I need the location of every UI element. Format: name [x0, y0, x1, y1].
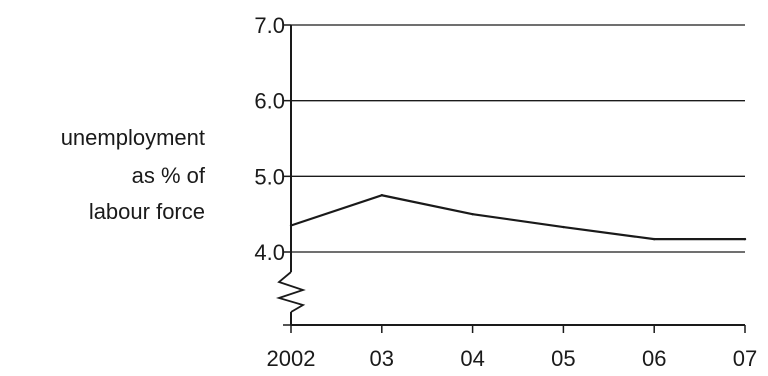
- y-axis-break-zigzag: [275, 271, 306, 313]
- y-tick-label-1: 5.0: [254, 164, 285, 189]
- y-axis-label-line-3: labour force: [89, 199, 205, 224]
- x-tick-label-0: 2002: [267, 346, 316, 371]
- y-tick-label-0: 4.0: [254, 240, 285, 265]
- y-axis-label-line-1: unemployment: [61, 125, 205, 150]
- x-tick-label-5: 07: [733, 346, 757, 371]
- series-line-0: [290, 194, 745, 241]
- x-tick-label-2: 04: [460, 346, 484, 371]
- x-tick-labels: 2002 03 04 05 06 07: [267, 346, 758, 371]
- data-point-0-4: [653, 237, 656, 241]
- x-tick-label-1: 03: [370, 346, 394, 371]
- y-tick-label-3: 7.0: [254, 13, 285, 38]
- y-tick-labels: 4.0 5.0 6.0 7.0: [254, 13, 285, 265]
- y-tick-label-2: 6.0: [254, 89, 285, 114]
- axes: [275, 24, 746, 333]
- series-group: [289, 194, 747, 241]
- data-point-0-0: [289, 224, 293, 227]
- x-tick-label-4: 06: [642, 346, 666, 371]
- data-point-0-1: [380, 194, 383, 197]
- data-point-0-2: [471, 212, 474, 216]
- x-tick-label-3: 05: [551, 346, 575, 371]
- data-point-0-5: [743, 237, 747, 241]
- gridlines: [291, 24, 745, 253]
- data-point-0-3: [562, 225, 565, 229]
- y-axis-label-line-2: as % of: [132, 163, 206, 188]
